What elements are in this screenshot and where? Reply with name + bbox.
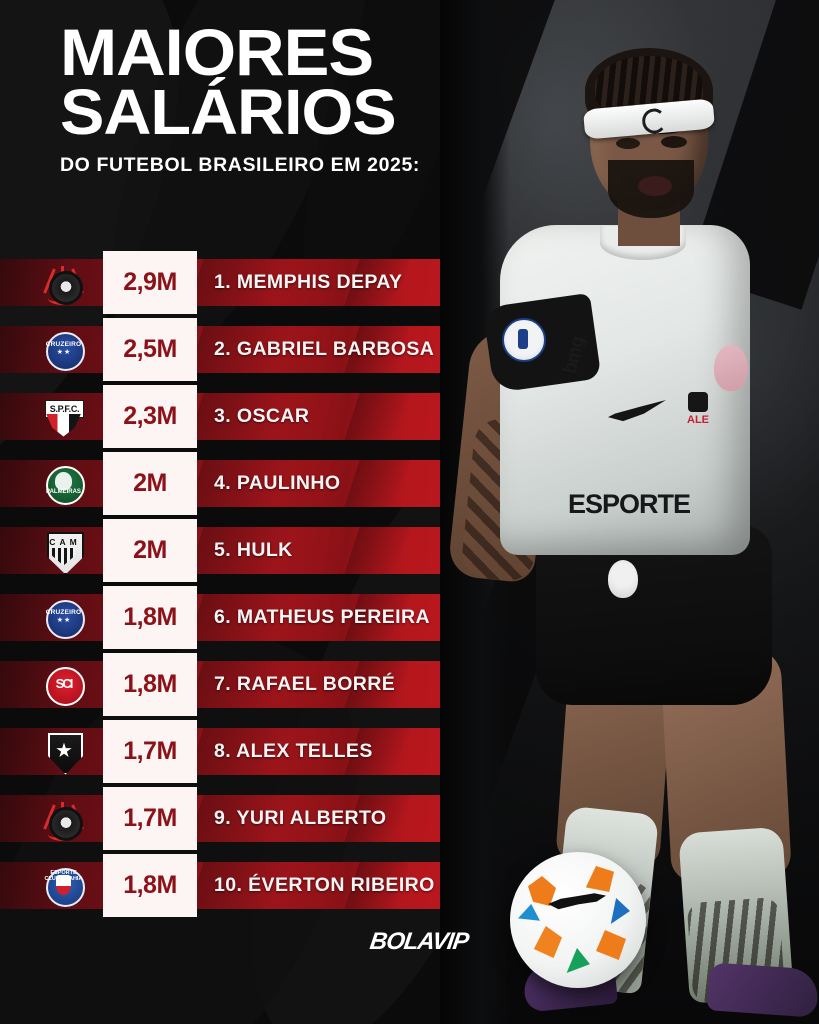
salary-box: 1,7M — [103, 787, 197, 850]
table-row[interactable]: SCI 1,8M 7. RAFAEL BORRÉ — [0, 653, 460, 716]
salary-box: 2M — [103, 519, 197, 582]
player-shorts — [536, 525, 772, 705]
bolavip-logo[interactable]: BOLAVIP — [368, 928, 470, 955]
ale-square-icon — [688, 392, 708, 412]
crest-text: C A M — [49, 536, 78, 547]
player-name: 5. HULK — [214, 539, 293, 561]
player-name: 8. ALEX TELLES — [214, 740, 373, 762]
player-name: 3. OSCAR — [214, 405, 310, 427]
table-row[interactable]: CRUZEIRO ★★ 1,8M 6. MATHEUS PEREIRA — [0, 586, 460, 649]
player-name: 10. ÉVERTON RIBEIRO — [214, 874, 435, 896]
club-crest-corinthians — [36, 795, 90, 842]
salary-box: 2M — [103, 452, 197, 515]
salary-value: 2,5M — [123, 335, 177, 363]
ball-panel-5 — [566, 948, 590, 973]
player-name: 1. MEMPHIS DEPAY — [214, 271, 403, 293]
club-crest-internacional: SCI — [36, 661, 90, 708]
club-crest-bahia: ESPORTE CLUBE BAHIA — [36, 862, 90, 909]
corinthians-headband-icon — [641, 107, 668, 135]
club-crest-corinthians — [36, 259, 90, 306]
table-row[interactable]: 1,7M 9. YURI ALBERTO — [0, 787, 460, 850]
chest-sponsor-text: ESPORTE — [568, 489, 691, 519]
football-ball — [510, 852, 646, 988]
salary-box: 1,8M — [103, 854, 197, 917]
page-title-line-1: MAIORES — [60, 15, 374, 89]
table-row[interactable]: CRUZEIRO ★★ 2,5M 2. GABRIEL BARBOSA — [0, 318, 460, 381]
salary-box: 1,8M — [103, 586, 197, 649]
table-row[interactable]: 2,9M 1. MEMPHIS DEPAY — [0, 251, 460, 314]
salary-value: 2M — [133, 536, 167, 564]
crest-text: SCI — [55, 675, 74, 691]
salary-box: 2,5M — [103, 318, 197, 381]
player-jersey — [500, 225, 750, 555]
salary-value: 1,8M — [123, 670, 177, 698]
player-name: 7. RAFAEL BORRÉ — [214, 673, 396, 695]
salary-box: 1,7M — [103, 720, 197, 783]
salary-box: 2,9M — [103, 251, 197, 314]
page-title-line-2: SALÁRIOS — [60, 75, 397, 148]
club-crest-botafogo — [36, 728, 90, 775]
salary-value: 2,9M — [123, 268, 177, 296]
player-name: 6. MATHEUS PEREIRA — [214, 606, 430, 628]
ball-panel-6 — [610, 898, 630, 924]
ball-panel-7 — [518, 904, 540, 921]
salary-value: 2M — [133, 469, 167, 497]
player-right-eye — [661, 136, 687, 148]
club-crest-palmeiras: PALMEIRAS — [36, 460, 90, 507]
club-crest-cruzeiro: CRUZEIRO ★★ — [36, 326, 90, 373]
ale-label: ALE — [687, 414, 709, 426]
player-photo: bmg ALE ESPORTE — [440, 0, 819, 1024]
player-right-boot — [706, 962, 819, 1018]
table-row[interactable]: S.P.F.C. 2,3M 3. OSCAR — [0, 385, 460, 448]
table-row[interactable]: PALMEIRAS 2M 4. PAULINHO — [0, 452, 460, 515]
ranking-list: 2,9M 1. MEMPHIS DEPAY CRUZEIRO ★★ 2,5M 2… — [0, 251, 460, 929]
crest-text: PALMEIRAS — [46, 488, 81, 495]
salary-value: 1,7M — [123, 804, 177, 832]
player-mouth — [638, 176, 672, 196]
player-name: 4. PAULINHO — [214, 472, 341, 494]
puma-logo-icon — [548, 893, 606, 910]
sudamericana-patch-icon — [502, 318, 546, 362]
ball-panel-1 — [528, 876, 556, 906]
salary-value: 1,7M — [123, 737, 177, 765]
salary-box: 1,8M — [103, 653, 197, 716]
club-crest-sao-paulo: S.P.F.C. — [36, 393, 90, 440]
player-name: 2. GABRIEL BARBOSA — [214, 338, 435, 360]
shorts-club-crest — [608, 560, 638, 598]
crest-text: CRUZEIRO — [45, 340, 82, 348]
club-crest-atletico-mineiro: C A M — [36, 527, 90, 575]
ale-sponsor-badge: ALE — [676, 392, 720, 428]
crest-text: CRUZEIRO — [45, 608, 82, 616]
salary-box: 2,3M — [103, 385, 197, 448]
player-left-eye — [616, 138, 640, 149]
page-subtitle: DO FUTEBOL BRASILEIRO EM 2025: — [60, 153, 421, 176]
club-crest-cruzeiro: CRUZEIRO ★★ — [36, 594, 90, 641]
salary-value: 2,3M — [123, 402, 177, 430]
table-row[interactable]: 1,7M 8. ALEX TELLES — [0, 720, 460, 783]
salary-value: 1,8M — [123, 603, 177, 631]
player-name: 9. YURI ALBERTO — [214, 807, 387, 829]
ball-panel-3 — [533, 926, 562, 958]
table-row[interactable]: ESPORTE CLUBE BAHIA 1,8M 10. ÉVERTON RIB… — [0, 854, 460, 917]
salary-value: 1,8M — [123, 871, 177, 899]
ball-panel-4 — [596, 930, 626, 960]
headline-block: MAIORES SALÁRIOS DO FUTEBOL BRASILEIRO E… — [60, 19, 460, 177]
ball-panel-2 — [585, 866, 614, 892]
table-row[interactable]: C A M 2M 5. HULK — [0, 519, 460, 582]
jersey-club-crest — [714, 345, 748, 391]
